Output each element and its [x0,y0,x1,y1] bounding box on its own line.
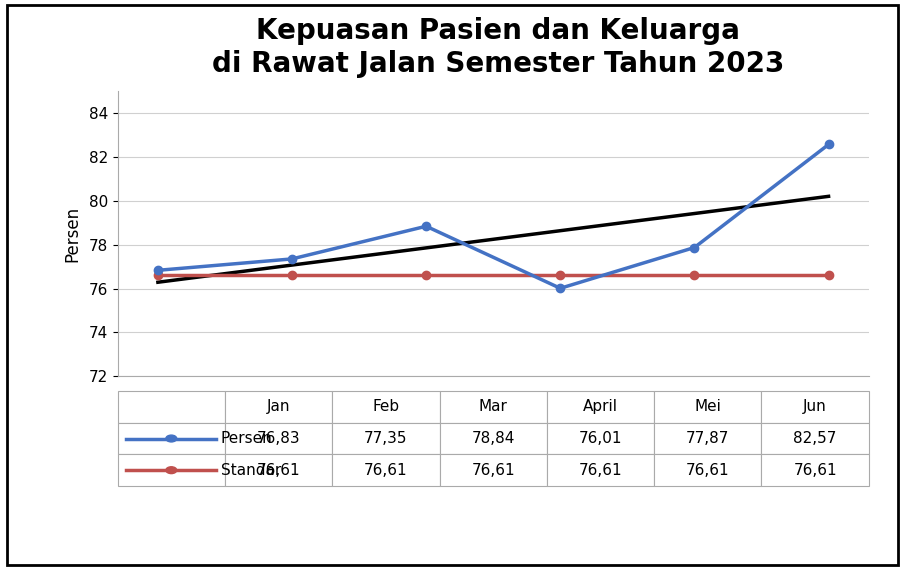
Y-axis label: Persen: Persen [63,206,81,262]
Text: Standar: Standar [221,463,281,478]
Text: Kepuasan Pasien dan Keluarga
di Rawat Jalan Semester Tahun 2023: Kepuasan Pasien dan Keluarga di Rawat Ja… [212,17,784,78]
Text: Persen: Persen [221,431,272,446]
